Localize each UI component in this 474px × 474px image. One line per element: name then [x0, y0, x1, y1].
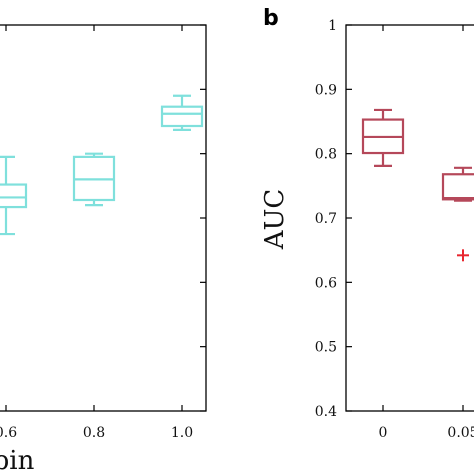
x-tick-label: 0.8 — [83, 425, 105, 441]
panel-a-x-axis-title: ρin — [0, 446, 35, 474]
panel-a-x-ticks: 0.6 0.8 1.0 — [0, 25, 193, 441]
panel-a: 0.6 0.8 1.0 ρin — [0, 24, 207, 474]
panel-b: b AUC 0.40.50.60.70.80.91 00.05 — [260, 6, 474, 441]
y-tick-label: 0.7 — [315, 211, 337, 227]
panel-b-y-axis-title: AUC — [260, 189, 290, 251]
panel-b-axes-frame — [345, 24, 474, 412]
x-tick-label: 1.0 — [171, 425, 193, 441]
box-iqr — [0, 183, 28, 209]
panel-b-x-ticks: 00.05 — [379, 25, 474, 441]
y-tick-label: 1 — [328, 18, 337, 34]
y-tick-label: 0.8 — [315, 147, 337, 163]
panel-b-boxes — [361, 108, 474, 262]
box-iqr — [160, 105, 204, 128]
panel-a-y-ticks — [200, 24, 206, 412]
x-tick-label: 0 — [379, 425, 388, 441]
panel-b-letter: b — [263, 6, 279, 31]
box-iqr — [441, 173, 474, 201]
panel-b-y-ticks: 0.4 0.5 0.6 0.7 0.8 0.9 1 — [315, 18, 352, 420]
x-tick-label: 0.05 — [447, 425, 474, 441]
y-tick-label: 0.4 — [315, 404, 337, 420]
y-tick-label: 0.9 — [315, 82, 337, 98]
panel-a-boxes — [0, 94, 204, 236]
x-tick-label: 0.6 — [0, 425, 17, 441]
panel-a-axes-frame — [0, 24, 207, 412]
y-tick-label: 0.6 — [315, 275, 337, 291]
y-tick-label: 0.5 — [315, 340, 337, 356]
